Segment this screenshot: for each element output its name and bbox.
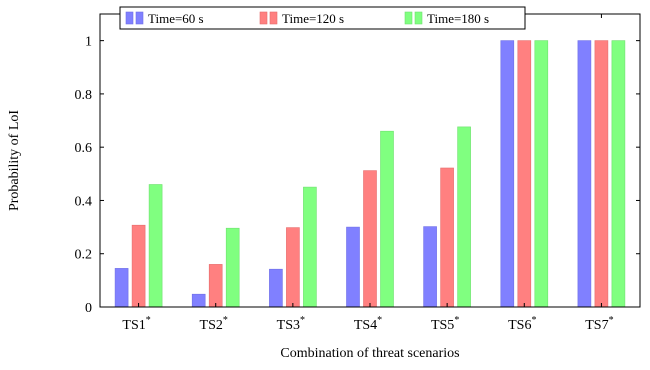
bar-ts5-series-2: [440, 167, 454, 308]
bar-ts6-series-1: [500, 40, 515, 308]
bar-ts4-series-2: [363, 170, 377, 308]
bar-ts7-series-1: [577, 40, 592, 308]
bar-ts2-series-3: [225, 227, 240, 308]
bar-ts1-series-3: [148, 184, 163, 308]
bar-ts5-series-3: [457, 126, 471, 308]
legend-label-series-1: Time=60 s: [148, 11, 204, 26]
bar-ts5-series-1: [423, 226, 437, 308]
y-tick-label-0.2: 0.2: [75, 248, 93, 263]
bar-ts1-series-1: [114, 268, 129, 308]
x-tick-label-ts4: TS4*: [354, 315, 382, 333]
x-tick-label-ts5: TS5*: [431, 315, 459, 333]
legend-label-series-3: Time=180 s: [427, 11, 489, 26]
y-tick-label-0.8: 0.8: [75, 88, 93, 103]
legend-label-series-2: Time=120 s: [282, 11, 344, 26]
bar-ts3-series-3: [303, 186, 317, 308]
bar-ts4-series-3: [380, 130, 394, 308]
y-axis-label: Probability of LoI: [7, 110, 22, 211]
x-axis-label: Combination of threat scenarios: [280, 346, 459, 361]
bar-ts4-series-1: [346, 226, 360, 308]
x-tick-label-ts2: TS2*: [200, 315, 228, 333]
bars-group: [114, 40, 626, 308]
y-ticks-group: 0 0.2 0.4 0.6 0.8 1: [75, 35, 640, 316]
bar-ts2-series-1: [191, 293, 206, 308]
bar-ts6-series-2: [517, 40, 532, 308]
bar-ts2-series-2: [208, 264, 223, 308]
bar-ts3-series-2: [286, 227, 300, 308]
y-tick-label-0.6: 0.6: [75, 141, 93, 156]
bar-ts1-series-2: [131, 224, 146, 308]
legend-swatch-series-1: [135, 11, 144, 25]
legend-swatch-series-1: [125, 11, 134, 25]
bar-ts3-series-1: [269, 268, 283, 308]
bar-ts7-series-3: [611, 40, 626, 308]
bar-ts6-series-3: [534, 40, 549, 308]
legend-swatch-series-2: [269, 11, 278, 25]
legend-swatch-series-3: [414, 11, 423, 25]
legend-box: [119, 6, 526, 30]
x-ticks-group: TS1* TS2* TS3* TS4* TS5* TS6* TS7*: [122, 14, 614, 333]
legend-swatch-series-2: [259, 11, 268, 25]
bar-ts7-series-2: [594, 40, 609, 308]
x-tick-label-ts6: TS6*: [508, 315, 536, 333]
legend-swatch-series-3: [404, 11, 413, 25]
y-tick-label-0: 0: [85, 301, 92, 316]
y-tick-label-0.4: 0.4: [75, 194, 93, 209]
legend: Time=60 s Time=120 s Time=180 s: [119, 6, 526, 30]
x-tick-label-ts1: TS1*: [122, 315, 150, 333]
x-tick-label-ts3: TS3*: [277, 315, 305, 333]
x-tick-label-ts7: TS7*: [585, 315, 613, 333]
y-tick-label-1: 1: [85, 35, 92, 50]
